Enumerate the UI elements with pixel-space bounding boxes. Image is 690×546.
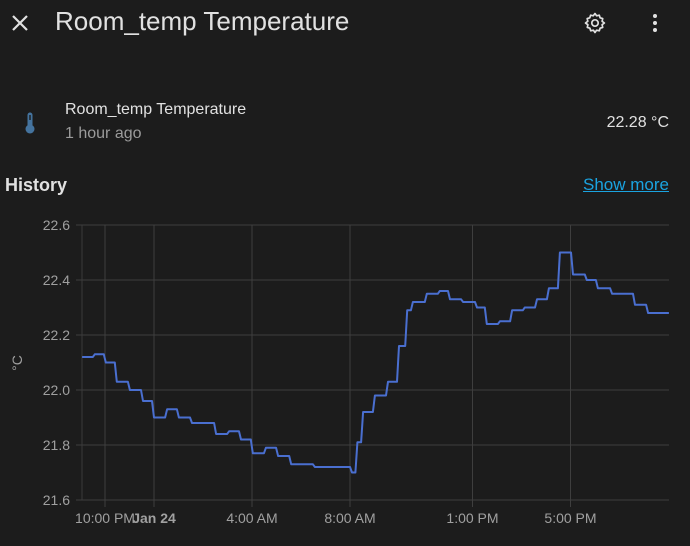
- x-tick-label: 4:00 AM: [226, 510, 277, 526]
- x-tick-label: 10:00 PM: [75, 510, 135, 526]
- gear-icon[interactable]: [583, 11, 607, 35]
- y-tick-label: 22.4: [43, 272, 70, 288]
- entity-state: 22.28 °C: [606, 114, 669, 131]
- y-tick-label: 22.0: [43, 382, 70, 398]
- y-axis-label: °C: [9, 355, 25, 371]
- dots-vertical-icon[interactable]: [643, 11, 667, 35]
- y-tick-label: 21.8: [43, 437, 70, 453]
- thermometer-icon[interactable]: [18, 111, 42, 135]
- last-changed: 1 hour ago: [65, 125, 142, 142]
- y-tick-label: 22.6: [43, 217, 70, 233]
- history-title: History: [5, 175, 68, 195]
- x-tick-label: 5:00 PM: [544, 510, 596, 526]
- close-icon[interactable]: [8, 11, 32, 35]
- x-tick-label: 8:00 AM: [324, 510, 375, 526]
- show-more-link[interactable]: Show more: [583, 175, 669, 194]
- x-tick-label: Jan 24: [132, 510, 176, 526]
- dialog-title: Room_temp Temperature: [55, 6, 350, 36]
- x-tick-label: 1:00 PM: [446, 510, 498, 526]
- entity-name[interactable]: Room_temp Temperature: [65, 101, 247, 118]
- y-tick-label: 21.6: [43, 492, 70, 508]
- temperature-series-line: [82, 251, 669, 474]
- y-tick-label: 22.2: [43, 327, 70, 343]
